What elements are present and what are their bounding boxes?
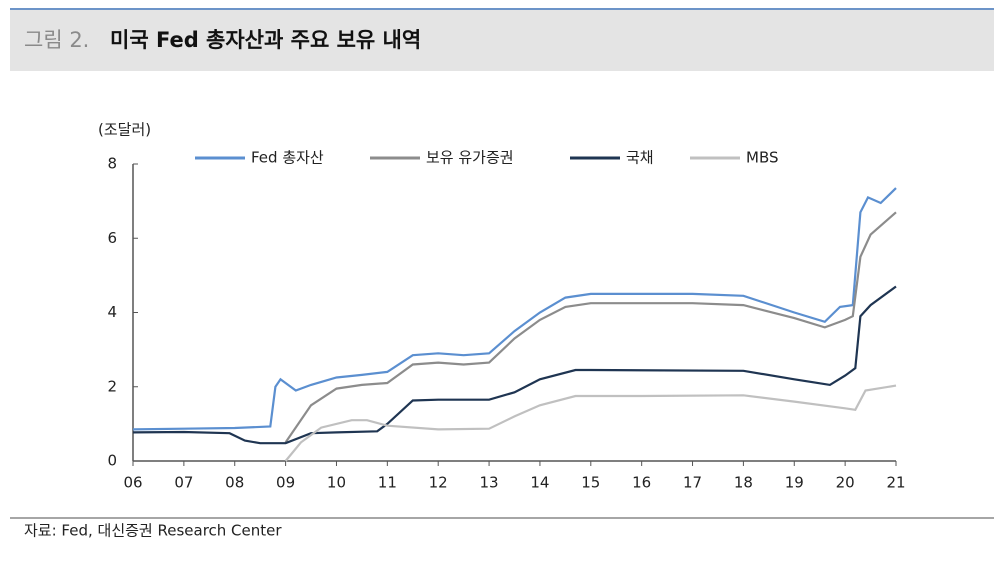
legend-label: Fed 총자산 [251,149,324,167]
x-tick-label: 11 [378,474,397,492]
x-tick-label: 20 [836,474,855,492]
header-rule [10,8,994,10]
y-tick-label: 6 [107,229,117,247]
header-bar [10,8,994,71]
x-tick-label: 15 [581,474,600,492]
legend-label: 보유 유가증권 [426,149,514,167]
x-tick-label: 10 [327,474,346,492]
series-line [284,384,897,462]
y-tick-label: 2 [107,377,117,395]
legend-label: 국채 [626,149,654,167]
legend-label: MBS [746,149,779,167]
x-tick-label: 19 [785,474,804,492]
x-tick-label: 16 [632,474,651,492]
x-tick-label: 13 [480,474,499,492]
source: 자료: Fed, 대신증권 Research Center [24,522,282,540]
y-unit: (조달러) [98,121,151,139]
header-label: 그림 2. [24,28,89,52]
series-line [284,211,897,444]
x-tick-label: 12 [429,474,448,492]
x-tick-label: 07 [174,474,193,492]
series-line [132,285,897,445]
x-tick-label: 21 [886,474,905,492]
y-tick-label: 4 [107,303,117,321]
y-tick-label: 8 [107,155,117,173]
y-tick-label: 0 [107,452,117,470]
header-title: 미국 Fed 총자산과 주요 보유 내역 [110,28,421,52]
x-tick-label: 09 [276,474,295,492]
x-tick-label: 06 [123,474,142,492]
x-tick-label: 18 [734,474,753,492]
x-tick-label: 17 [683,474,702,492]
x-tick-label: 08 [225,474,244,492]
series-line [132,187,897,431]
x-tick-label: 14 [530,474,549,492]
